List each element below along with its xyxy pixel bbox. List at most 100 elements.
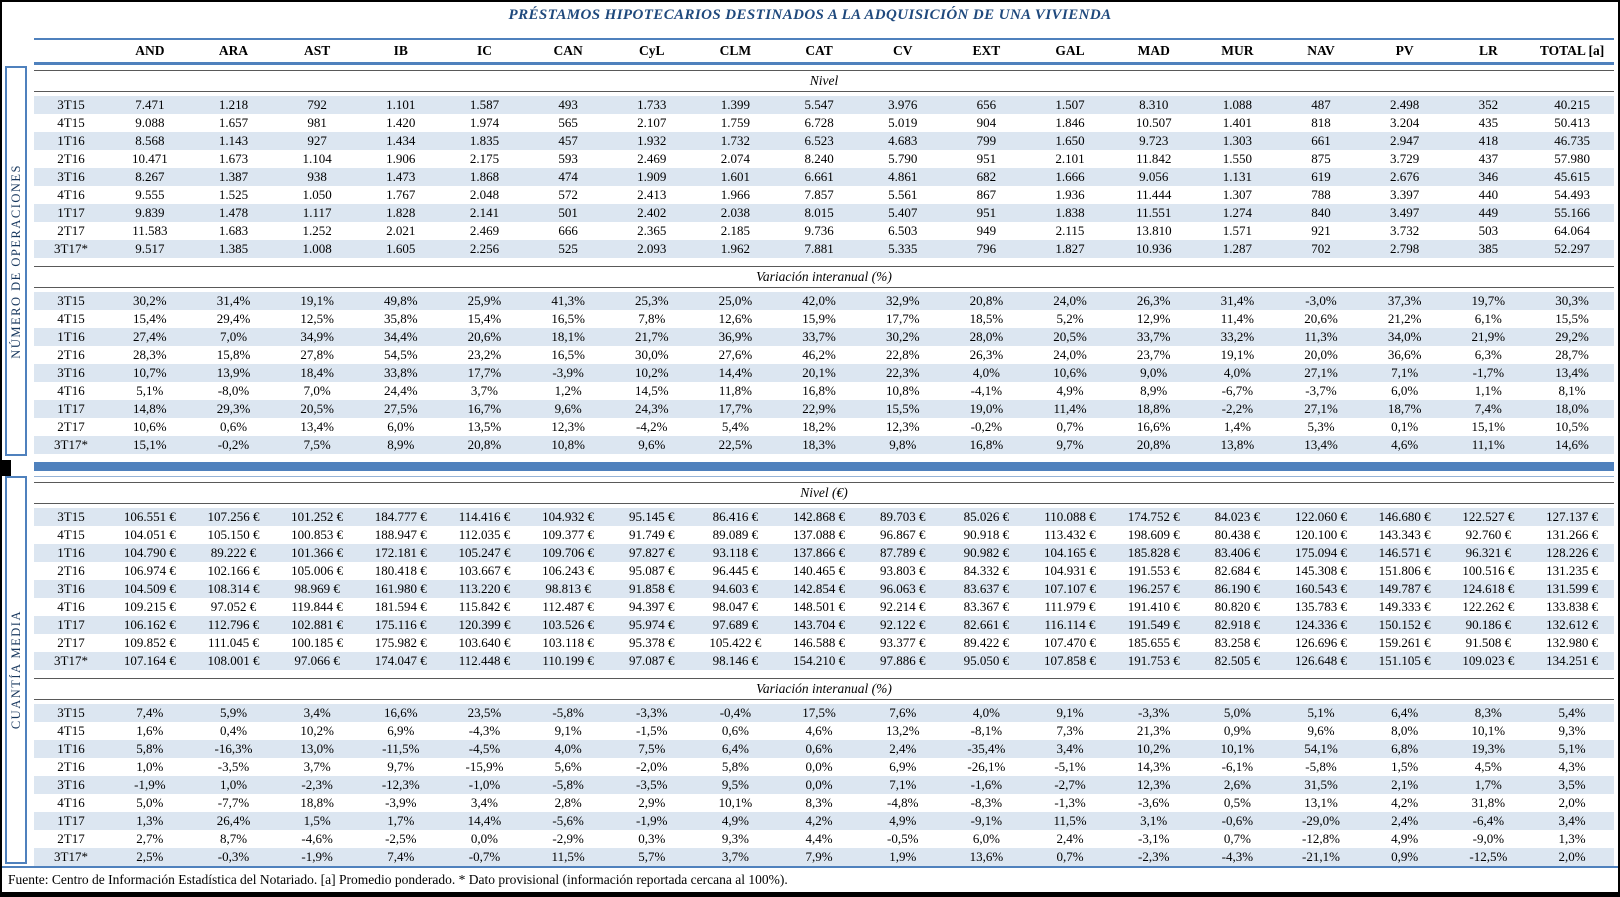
table-body: 3T15 106.551 €107.256 €101.252 €184.777 €… [34, 508, 1614, 670]
table-cell: 0,6% [777, 740, 861, 758]
row-label: 3T16 [34, 776, 108, 794]
table-cell: 3.204 [1390, 115, 1420, 130]
table-cell: 24,0% [1028, 292, 1112, 310]
table-cell: 109.377 € [542, 527, 595, 542]
table-cell: 31,4% [1195, 292, 1280, 310]
table-cell: 0,9% [1223, 723, 1251, 738]
table-row: 2T17 2,7% 8,7% -4,6% -2,5% 0,0% -2,9% 0,3% 9,3% 4… [34, 830, 1614, 848]
table-cell: 702 [1279, 240, 1363, 258]
table-cell: 788 [1311, 187, 1331, 202]
table-cell: 927 [275, 132, 359, 150]
table-cell: -6,7% [1221, 383, 1254, 398]
table-cell: 21,2% [1387, 311, 1422, 326]
table-cell: 1.827 [1028, 240, 1112, 258]
table-cell: 1.601 [693, 168, 778, 186]
table-cell: 6.661 [777, 168, 861, 186]
table-cell: 0,3% [638, 831, 666, 846]
table-cell: 0,6% [721, 723, 749, 738]
table-cell: 93.803 € [879, 563, 926, 578]
row-label: 2T16 [57, 151, 85, 166]
table-cell: 12,9% [1136, 311, 1171, 326]
table-cell: 13,4% [300, 419, 334, 434]
table-cell: 9,7% [387, 759, 415, 774]
table-cell: 0,1% [1391, 419, 1419, 434]
table-row: 3T17* 9.517 1.385 1.008 1.605 2.256 525 2.093 1.… [34, 240, 1614, 258]
table-cell: 122.060 € [1279, 508, 1363, 526]
table-cell: 104.931 € [1044, 563, 1097, 578]
table-cell: 109.023 € [1446, 652, 1531, 670]
table-cell: 83.367 € [963, 599, 1010, 614]
table-cell: 9.056 [1111, 168, 1196, 186]
table-cell: 32,9% [860, 292, 945, 310]
table-cell: 14,4% [693, 364, 778, 382]
table-cell: 2.175 [469, 151, 500, 166]
table-cell: -8,1% [970, 723, 1003, 738]
table-cell: 180.418 € [374, 563, 427, 578]
table-cell: 7,0% [303, 383, 331, 398]
table-cell: 82.684 € [1214, 563, 1261, 578]
table-cell: 185.828 € [1111, 544, 1196, 562]
table-cell: 13,0% [275, 740, 359, 758]
table-cell: 126.696 € [1295, 635, 1348, 650]
table-cell: 1.962 [693, 240, 778, 258]
table-cell: 10,2% [1111, 740, 1196, 758]
table-cell: 14,3% [1136, 759, 1171, 774]
table-cell: 1.550 [1222, 151, 1252, 166]
table-cell: 1.131 [1195, 168, 1280, 186]
footer-text: Fuente: Centro de Información Estadístic… [8, 872, 788, 887]
column-header-cell: NAV [1307, 43, 1335, 58]
table-row: 4T16 9.555 1.525 1.050 1.767 2.048 572 2.413 1.9… [34, 186, 1614, 204]
table-cell: 120.100 € [1295, 527, 1348, 542]
table-cell: 15,8% [216, 347, 251, 362]
table-cell: 181.594 € [374, 599, 427, 614]
table-cell: 131.599 € [1530, 580, 1614, 598]
table-cell: 40.215 [1530, 96, 1614, 114]
table-cell: 435 [1478, 115, 1499, 130]
table-cell: 1.088 [1195, 96, 1280, 114]
table-cell: 29,2% [1530, 328, 1614, 346]
column-header-cell: EXT [972, 43, 1001, 58]
table-cell: 593 [558, 151, 578, 166]
table-cell: 6.523 [777, 132, 861, 150]
table-cell: 23,2% [467, 347, 502, 362]
table-cell: 149.333 € [1378, 599, 1431, 614]
table-cell: 1.218 [191, 96, 276, 114]
table-cell: 25,3% [609, 292, 694, 310]
table-cell: 107.256 € [191, 508, 276, 526]
table-cell: 18,8% [300, 795, 334, 810]
subsection-title-cuantia-variacion: Variación interanual (%) [34, 678, 1614, 700]
table-cell: -3,1% [1137, 831, 1170, 846]
row-label: 1T17 [34, 812, 108, 830]
table-cell: 128.226 € [1530, 544, 1614, 562]
table-cell: 5,4% [721, 419, 749, 434]
column-header-cell: AST [304, 43, 331, 58]
table-cell: 13,9% [191, 364, 276, 382]
table-cell: 14,8% [108, 400, 192, 418]
table-cell: 42,0% [777, 292, 861, 310]
table-cell: 4,9% [1391, 831, 1419, 846]
table-cell: 4,9% [860, 812, 945, 830]
table-cell: 175.982 € [374, 635, 427, 650]
table-cell: 21,7% [609, 328, 694, 346]
table-cell: 98.969 € [275, 580, 359, 598]
table-cell: 14,4% [442, 812, 527, 830]
table-cell: 796 [944, 240, 1029, 258]
table-cell: -3,9% [526, 364, 610, 382]
table-row: 2T16 10.471 1.673 1.104 1.906 2.175 593 2.469 2.… [34, 150, 1614, 168]
table-body: 3T15 30,2% 31,4% 19,1% 49,8% 25,9% 41,3% 25,3% 2… [34, 292, 1614, 454]
table-cell: 102.881 € [275, 616, 359, 634]
table-row: 2T16 106.974 € 102.166 € 105.006 € 180.418 €… [34, 562, 1614, 580]
table-row: 3T17* 2,5% -0,3% -1,9% 7,4% -0,7% 11,5% 5,7% 3,7… [34, 848, 1614, 866]
table-cell: -3,6% [1137, 795, 1170, 810]
table-cell: 20,1% [777, 364, 861, 382]
table-cell: -1,9% [609, 812, 694, 830]
page-title: PRÉSTAMOS HIPOTECARIOS DESTINADOS A LA A… [508, 7, 1112, 23]
table-cell: 97.066 € [275, 652, 359, 670]
table-cell: 1.605 [358, 240, 443, 258]
table-cell: 8.310 [1111, 96, 1196, 114]
table-cell: 1,2% [554, 383, 582, 398]
table-cell: 105.006 € [291, 563, 344, 578]
table-cell: 17,7% [693, 400, 778, 418]
table-cell: 57.980 [1554, 151, 1590, 166]
